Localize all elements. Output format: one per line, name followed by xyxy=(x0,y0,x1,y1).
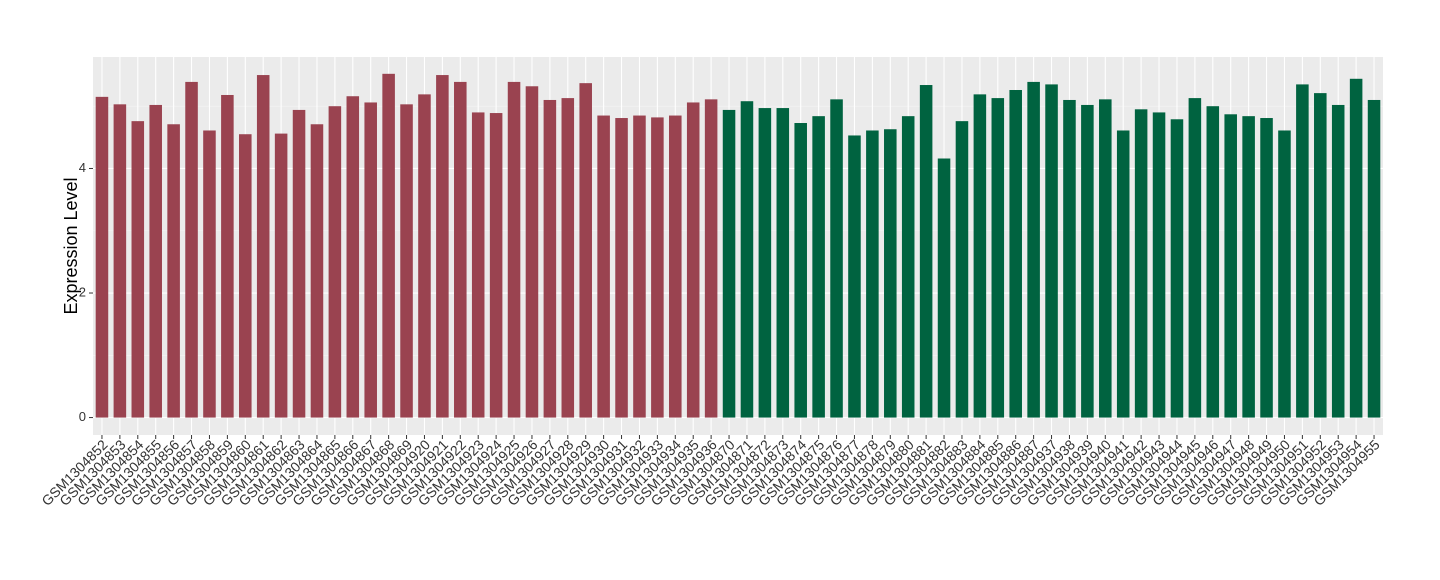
bar xyxy=(579,83,592,418)
bar xyxy=(937,158,951,418)
bar xyxy=(848,135,861,418)
bar xyxy=(310,124,324,418)
bar xyxy=(167,124,180,418)
bar xyxy=(561,98,575,418)
bar xyxy=(1260,118,1273,418)
bar xyxy=(203,130,216,418)
bar xyxy=(1242,116,1255,418)
bar xyxy=(149,104,162,418)
bar xyxy=(328,106,342,418)
bar xyxy=(973,94,987,418)
bar xyxy=(95,96,109,418)
panel xyxy=(93,57,1383,435)
bar xyxy=(1152,112,1166,418)
bar xyxy=(704,99,718,418)
y-axis-title: Expression Level xyxy=(61,177,81,314)
bar xyxy=(1188,98,1202,418)
bar xyxy=(615,118,628,418)
y-tick-label: 0 xyxy=(79,409,86,424)
bar xyxy=(346,96,360,418)
bar xyxy=(489,113,503,418)
bar xyxy=(794,123,807,418)
bar xyxy=(1116,130,1130,418)
bar xyxy=(221,94,234,418)
bar xyxy=(651,117,664,418)
y-tick-label: 4 xyxy=(79,160,86,175)
bar xyxy=(418,94,431,418)
bar xyxy=(686,102,700,418)
bar xyxy=(185,81,198,418)
bar xyxy=(1367,99,1381,418)
bar xyxy=(919,85,933,418)
bar xyxy=(866,130,879,418)
bar xyxy=(1027,81,1040,418)
bar xyxy=(597,115,610,418)
bar xyxy=(1009,90,1022,418)
bar xyxy=(131,121,145,418)
bar xyxy=(1331,104,1345,418)
bar xyxy=(901,116,915,418)
bar xyxy=(776,108,790,418)
bar xyxy=(274,133,288,418)
bar xyxy=(1099,99,1112,418)
bar xyxy=(471,112,485,418)
bar xyxy=(525,86,539,418)
bar xyxy=(543,99,557,418)
bar xyxy=(292,109,306,418)
bar xyxy=(830,99,843,418)
bar xyxy=(633,115,646,418)
bar xyxy=(400,104,413,418)
bar xyxy=(454,81,467,418)
bar xyxy=(1206,106,1220,418)
bar xyxy=(239,134,252,418)
bar xyxy=(955,121,969,418)
y-tick-label: 2 xyxy=(79,284,86,299)
bar xyxy=(113,104,127,418)
bar xyxy=(1314,93,1327,418)
bar xyxy=(1349,78,1363,418)
bar xyxy=(1278,130,1291,418)
bar xyxy=(740,101,754,418)
bar xyxy=(812,116,825,418)
bar xyxy=(1296,84,1309,418)
bar xyxy=(364,102,377,418)
bar xyxy=(382,73,395,418)
bar xyxy=(1045,84,1058,418)
bar xyxy=(507,81,521,418)
bar xyxy=(669,115,682,418)
bar xyxy=(436,75,449,418)
bar xyxy=(722,109,736,418)
bar xyxy=(1170,119,1184,418)
bar xyxy=(884,129,897,418)
bar xyxy=(991,98,1005,418)
bar xyxy=(1063,99,1076,418)
bar xyxy=(256,75,270,418)
bar xyxy=(1134,109,1148,418)
bar xyxy=(1224,114,1237,418)
bar xyxy=(1081,104,1094,418)
bar xyxy=(758,108,772,418)
